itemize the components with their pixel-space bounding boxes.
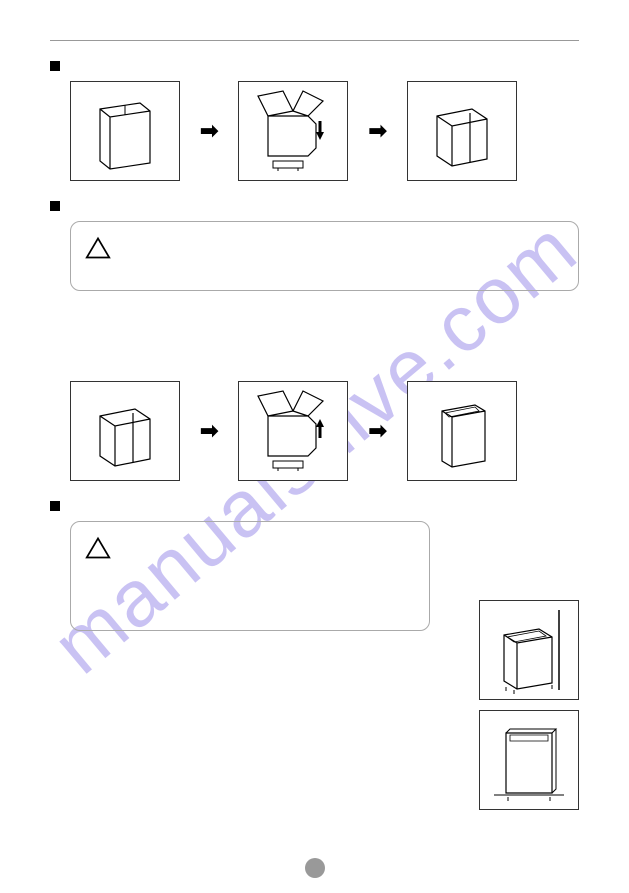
appliance-front-icon — [484, 715, 574, 805]
section-2-header — [50, 201, 579, 211]
header-rule — [50, 40, 579, 41]
section-3-header — [50, 501, 579, 511]
side-images — [479, 600, 579, 810]
page-content: ➡ ➡ — [0, 0, 629, 691]
caution-box-2 — [70, 521, 430, 631]
diagram-appliance — [407, 381, 517, 481]
appliance-icon — [427, 391, 497, 471]
diagram-appliance-front — [479, 710, 579, 810]
bullet-icon — [50, 61, 60, 71]
diagram-cube — [407, 81, 517, 181]
section-1-header — [50, 61, 579, 71]
closed-box-icon — [90, 91, 160, 171]
diagram-open-box-up — [238, 381, 348, 481]
spacer — [50, 321, 579, 371]
diagram-open-box-down — [238, 81, 348, 181]
open-box-down-icon — [248, 86, 338, 176]
diagram-closed-box — [70, 81, 180, 181]
open-box-up-icon — [248, 386, 338, 476]
diagram-appliance-wall — [479, 600, 579, 700]
diagram-row-1: ➡ ➡ — [70, 81, 579, 181]
caution-header — [85, 236, 564, 260]
caution-header — [85, 536, 415, 560]
cube-icon — [422, 91, 502, 171]
arrow-icon: ➡ — [200, 418, 218, 444]
bullet-icon — [50, 501, 60, 511]
caution-box-1 — [70, 221, 579, 291]
warning-triangle-icon — [85, 236, 111, 260]
arrow-icon: ➡ — [368, 418, 386, 444]
warning-triangle-icon — [85, 536, 111, 560]
diagram-cube-2 — [70, 381, 180, 481]
arrow-icon: ➡ — [368, 118, 386, 144]
bullet-icon — [50, 201, 60, 211]
appliance-wall-icon — [484, 605, 574, 695]
cube-icon — [85, 391, 165, 471]
arrow-icon: ➡ — [200, 118, 218, 144]
page-number — [305, 858, 325, 878]
diagram-row-2: ➡ ➡ — [70, 381, 579, 481]
